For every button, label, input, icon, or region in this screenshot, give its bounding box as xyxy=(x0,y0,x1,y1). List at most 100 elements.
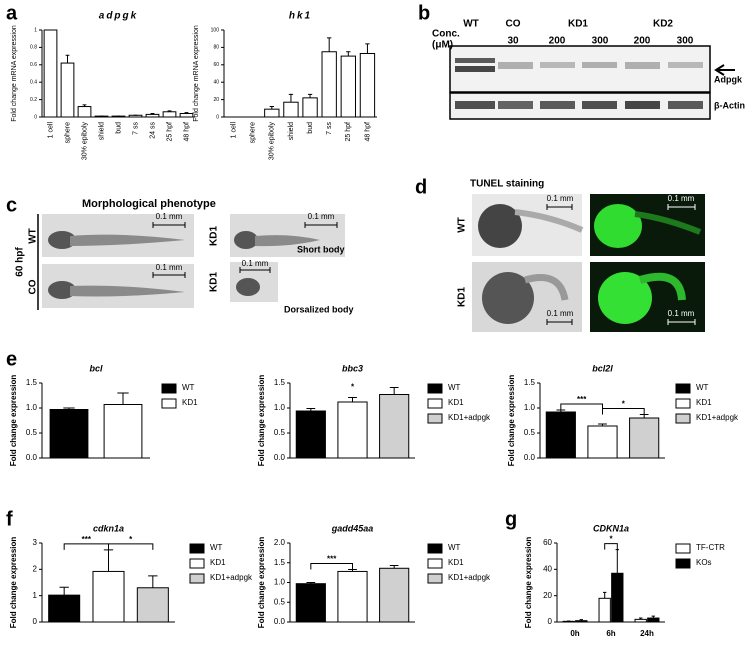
embryo xyxy=(594,204,642,248)
y-tick-label: 0 xyxy=(216,114,219,120)
bar xyxy=(60,62,75,118)
embryo xyxy=(634,211,702,235)
y-tick-label: 40 xyxy=(213,80,219,86)
y-tick-label: 1.0 xyxy=(524,403,536,412)
error-bar xyxy=(389,387,399,395)
bar xyxy=(647,617,660,623)
bar xyxy=(337,401,368,459)
chart-title: hk1 xyxy=(289,11,312,22)
significance-label: *** xyxy=(82,535,92,544)
chart-title: bcl2l xyxy=(592,363,613,373)
y-tick-label: 0.5 xyxy=(274,428,286,437)
significance-label: * xyxy=(609,535,613,544)
scale-label: 0.1 mm xyxy=(308,212,335,221)
x-tick-label: 24 ss xyxy=(149,122,156,139)
error-bar xyxy=(348,397,357,402)
legend-label: KD1 xyxy=(448,558,464,567)
y-tick-label: 1.0 xyxy=(26,403,38,412)
bar xyxy=(295,583,326,623)
chart-title: bcl xyxy=(89,363,103,373)
legend-swatch xyxy=(675,558,691,569)
bar xyxy=(634,618,647,623)
error-bar xyxy=(306,582,316,584)
panel-label: f xyxy=(6,508,13,530)
y-tick-label: 2.0 xyxy=(274,538,286,547)
bar xyxy=(379,394,410,459)
error-bar xyxy=(346,51,351,57)
embryo xyxy=(638,272,686,301)
legend-swatch xyxy=(189,573,205,584)
legend-label: WT xyxy=(182,383,195,392)
y-tick-label: 0.0 xyxy=(274,617,286,626)
x-tick-label: shield xyxy=(98,122,105,140)
legend-swatch xyxy=(189,558,205,569)
x-tick-label: 6h xyxy=(606,629,615,638)
error-bar xyxy=(579,619,584,621)
bar xyxy=(283,101,299,118)
conc-value: 200 xyxy=(549,36,566,47)
embryo xyxy=(478,204,522,248)
bar xyxy=(295,410,326,459)
y-axis-label: Fold change expression xyxy=(9,375,18,467)
x-tick-label: 25 hpf xyxy=(166,122,173,142)
y-tick-label: 0.0 xyxy=(26,453,38,462)
row-label: KD1 xyxy=(457,287,468,307)
y-tick-label: 0.0 xyxy=(274,453,286,462)
legend-swatch xyxy=(427,383,443,394)
error-bar xyxy=(651,615,656,619)
x-tick-label: 48 hpf xyxy=(364,122,371,142)
row-label: WT xyxy=(28,228,39,244)
x-tick-label: 30% epiboly xyxy=(81,122,88,161)
significance-bracket xyxy=(63,543,109,550)
note: Short body xyxy=(297,244,345,254)
error-bar xyxy=(288,93,294,103)
legend-swatch xyxy=(675,413,691,424)
x-tick-label: 1 cell xyxy=(230,122,237,139)
x-tick-label: bud xyxy=(307,122,314,134)
bar xyxy=(145,113,160,118)
legend-swatch xyxy=(427,558,443,569)
chart: cdkn1a Fold change expression 0 1 2 3 WT KD1 KD1… xyxy=(9,523,253,628)
y-tick-label: 0.0 xyxy=(524,453,536,462)
error-bar xyxy=(63,407,75,410)
y-tick-label: 0.5 xyxy=(524,428,536,437)
y-tick-label: 40 xyxy=(543,564,552,573)
chart-title: bbc3 xyxy=(342,363,363,373)
error-bar xyxy=(638,617,643,620)
stage-label: 60 hpf xyxy=(15,247,26,277)
chart: CDKN1a Fold change expression 0 20 40 60 0h 6h 2… xyxy=(524,523,725,638)
y-tick-label: 0.5 xyxy=(274,597,286,606)
lane-label: WT xyxy=(463,19,479,30)
y-axis-label: Fold change expression xyxy=(9,537,18,629)
bar xyxy=(136,587,169,623)
chart: hk1 Fold change mRNA expression 0 20 40 60 80 1… xyxy=(193,11,377,160)
chart: bbc3 Fold change expression 0.0 0.5 1.0 1.5 WT… xyxy=(257,363,491,466)
x-tick-label: sphere xyxy=(64,122,71,144)
scale-label: 0.1 mm xyxy=(156,212,183,221)
chart: adpgk Fold change mRNA expression 0 0.2 0.4 0… xyxy=(11,11,195,161)
error-bar xyxy=(150,113,155,115)
bar xyxy=(48,594,81,623)
legend-swatch xyxy=(427,573,443,584)
fish xyxy=(48,231,320,299)
lane-label: CO xyxy=(506,19,521,30)
chart: gadd45aa Fold change expression 0.0 0.5 1.0 1… xyxy=(257,523,491,628)
bar xyxy=(49,409,89,459)
bar xyxy=(103,404,143,459)
x-tick-label: 25 hpf xyxy=(345,122,352,142)
bar xyxy=(92,570,125,623)
bar xyxy=(340,55,356,118)
conc-value: 300 xyxy=(677,36,694,47)
significance-bracket xyxy=(310,562,353,570)
panel-label: g xyxy=(505,508,517,530)
significance-bracket xyxy=(604,543,618,550)
x-tick-label: 24h xyxy=(640,629,654,638)
x-tick-label: bud xyxy=(115,122,122,134)
chart-title: adpgk xyxy=(99,11,138,22)
conc-value: 30 xyxy=(507,36,519,47)
scale-label: 0.1 mm xyxy=(668,309,695,318)
x-tick-label: shield xyxy=(288,122,295,140)
error-bar xyxy=(615,549,620,574)
y-tick-label: 1 xyxy=(34,27,37,33)
